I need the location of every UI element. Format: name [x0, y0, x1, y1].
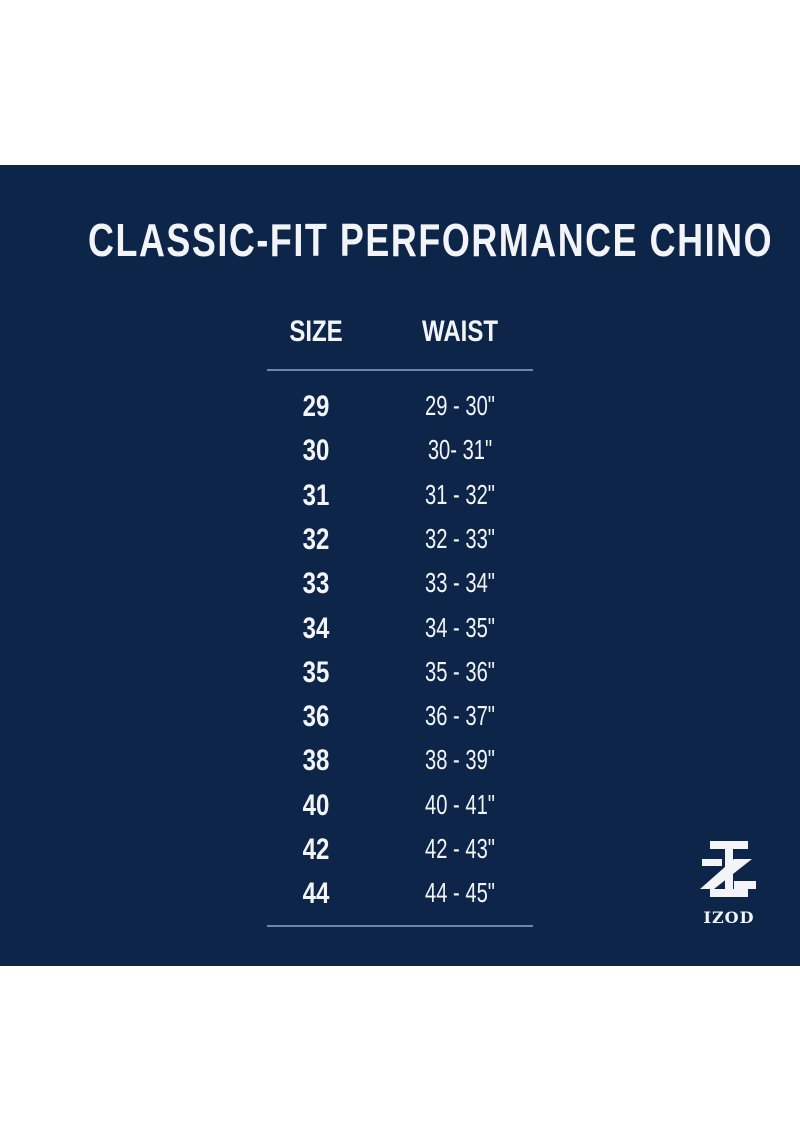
izod-logo: IZOD: [700, 841, 756, 927]
size-cell: 33: [302, 567, 330, 601]
waist-cell: 38 - 39": [425, 744, 495, 776]
size-cell: 31: [302, 478, 330, 512]
waist-cell: 35 - 36": [425, 655, 495, 687]
chart-title: CLASSIC-FIT PERFORMANCE CHINO: [88, 214, 774, 266]
table-row: 29 29 - 30": [0, 390, 800, 434]
table-row: 42 42 - 43": [0, 833, 800, 877]
waist-cell: 44 - 45": [425, 877, 495, 909]
table-bottom-divider: [267, 925, 533, 927]
table-row: 30 30- 31": [0, 434, 800, 478]
waist-cell: 31 - 32": [425, 478, 495, 510]
table-row: 33 33 - 34": [0, 567, 800, 611]
table-row: 34 34 - 35": [0, 612, 800, 656]
size-cell: 34: [302, 611, 330, 645]
table-row: 31 31 - 32": [0, 479, 800, 523]
size-cell: 44: [302, 877, 330, 911]
waist-cell: 40 - 41": [425, 788, 495, 820]
table-row: 32 32 - 33": [0, 523, 800, 567]
table-row: 36 36 - 37": [0, 700, 800, 744]
table-row: 38 38 - 39": [0, 744, 800, 788]
waist-cell: 34 - 35": [425, 611, 495, 643]
size-cell: 32: [302, 522, 330, 556]
table-row: 44 44 - 45": [0, 877, 800, 921]
size-chart-panel: CLASSIC-FIT PERFORMANCE CHINO SIZE WAIST…: [0, 165, 800, 966]
waist-header: WAIST: [422, 315, 498, 348]
size-cell: 35: [302, 655, 330, 689]
waist-cell: 29 - 30": [425, 390, 495, 421]
table-row: 35 35 - 36": [0, 656, 800, 700]
logo-text: IZOD: [704, 908, 755, 927]
waist-cell: 32 - 33": [425, 522, 495, 554]
size-cell: 36: [302, 700, 330, 734]
size-cell: 40: [302, 788, 330, 822]
waist-cell: 36 - 37": [425, 700, 495, 732]
table-row: 40 40 - 41": [0, 789, 800, 833]
waist-cell: 33 - 34": [425, 567, 495, 599]
size-cell: 30: [302, 434, 330, 468]
size-cell: 29: [302, 390, 330, 423]
waist-cell: 30- 31": [427, 434, 493, 466]
size-header: SIZE: [289, 315, 343, 348]
header-divider: [267, 369, 533, 371]
waist-cell: 42 - 43": [425, 833, 495, 864]
size-cell: 42: [302, 833, 330, 866]
size-cell: 38: [302, 744, 330, 778]
